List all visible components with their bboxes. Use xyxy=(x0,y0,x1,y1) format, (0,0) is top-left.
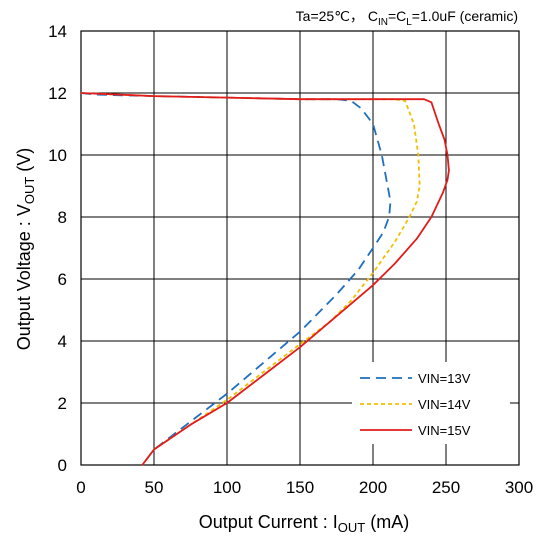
y-tick-label: 14 xyxy=(48,22,67,41)
y-tick-label: 2 xyxy=(58,394,67,413)
y-tick-label: 8 xyxy=(58,208,67,227)
legend-label-1: VIN=13V xyxy=(418,371,471,386)
y-axis-title: Output Voltage : VOUT (V) xyxy=(14,148,37,351)
x-axis-title: Output Current : IOUT (mA) xyxy=(199,512,410,535)
tick-labels: 0 50 100 150 200 250 300 0 2 4 6 8 10 12 14 xyxy=(48,22,533,497)
legend-label-2: VIN=14V xyxy=(418,397,471,412)
x-tick-label: 250 xyxy=(432,478,460,497)
y-tick-label: 0 xyxy=(58,456,67,475)
legend-label-3: VIN=15V xyxy=(418,423,471,438)
x-tick-label: 0 xyxy=(76,478,85,497)
series-line-3 xyxy=(80,92,450,466)
legend: VIN=13V VIN=14V VIN=15V xyxy=(352,362,510,444)
x-tick-label: 150 xyxy=(286,478,314,497)
x-tick-label: 300 xyxy=(505,478,533,497)
y-tick-label: 12 xyxy=(48,84,67,103)
plot-area xyxy=(80,92,450,466)
x-tick-label: 50 xyxy=(145,478,164,497)
x-tick-label: 200 xyxy=(359,478,387,497)
conditions-label: Ta=25℃， CIN=CL=1.0uF (ceramic) xyxy=(296,8,518,28)
y-tick-label: 6 xyxy=(58,270,67,289)
y-tick-label: 4 xyxy=(58,332,67,351)
x-tick-label: 100 xyxy=(213,478,241,497)
y-tick-label: 10 xyxy=(48,146,67,165)
